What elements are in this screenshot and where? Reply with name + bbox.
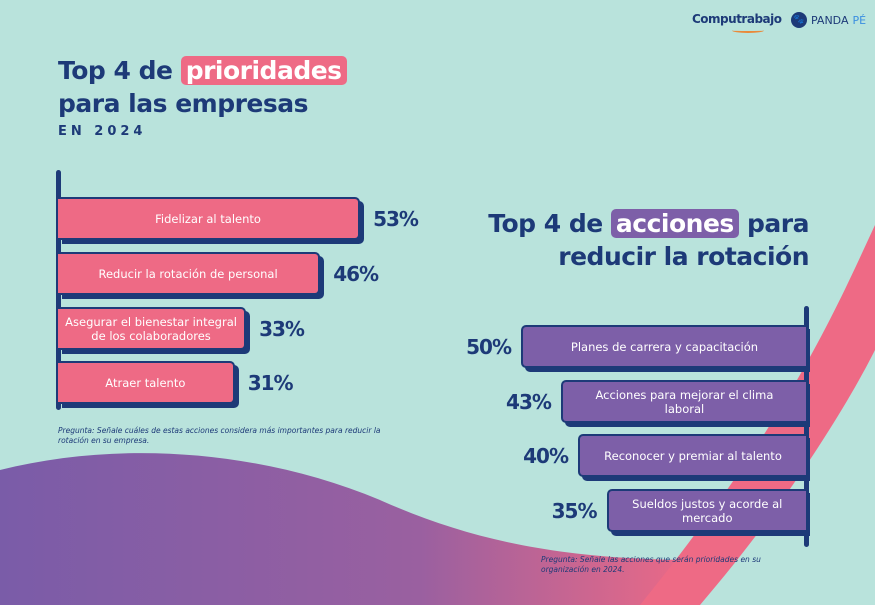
chart1-title: Top 4 de prioridades para las empresas	[58, 54, 347, 120]
bar: Asegurar el bienestar integral de los co…	[58, 307, 247, 350]
value-label: 35%	[551, 499, 598, 523]
bar: Atraer talento	[58, 361, 235, 404]
paw-icon: 🐾	[791, 12, 807, 28]
bar: Acciones para mejorar el clima laboral	[560, 380, 806, 423]
chart2-axis	[804, 306, 809, 547]
bar-label: Reconocer y premiar al talento	[604, 448, 782, 463]
bar: Reconocer y premiar al talento	[578, 434, 806, 477]
bar: Sueldos justos y acorde al mercado	[606, 489, 806, 532]
bar-label: Reducir la rotación de personal	[98, 266, 278, 281]
bar: Fidelizar al talento	[58, 197, 361, 240]
bar-label: Planes de carrera y capacitación	[570, 339, 759, 354]
value-label: 53%	[373, 207, 419, 231]
pandape-logo: 🐾 PANDA PÉ	[791, 12, 866, 28]
value-label: 40%	[523, 444, 569, 468]
bar-label: Acciones para mejorar el clima laboral	[595, 387, 774, 416]
value-label: 46%	[333, 262, 379, 286]
value-label: 33%	[259, 317, 305, 341]
chart2-note: Pregunta: Señale las acciones que serán …	[541, 555, 761, 574]
bar: Reducir la rotación de personal	[58, 252, 321, 295]
chart1-subtitle: EN 2024	[58, 124, 147, 139]
bar-label: Sueldos justos y acorde al mercado	[632, 496, 783, 525]
bar-label: Asegurar el bienestar integral de los co…	[65, 314, 237, 343]
chart2-title: Top 4 de acciones para reducir la rotaci…	[488, 209, 809, 271]
chart1-note: Pregunta: Señale cuáles de estas accione…	[58, 426, 381, 445]
bar: Planes de carrera y capacitación	[521, 325, 806, 368]
value-label: 50%	[466, 335, 512, 359]
value-label: 31%	[247, 371, 294, 395]
computrabajo-logo: Computrabajo	[692, 12, 782, 33]
value-label: 43%	[506, 390, 552, 414]
bar-label: Atraer talento	[105, 375, 186, 390]
bar-label: Fidelizar al talento	[155, 211, 261, 226]
